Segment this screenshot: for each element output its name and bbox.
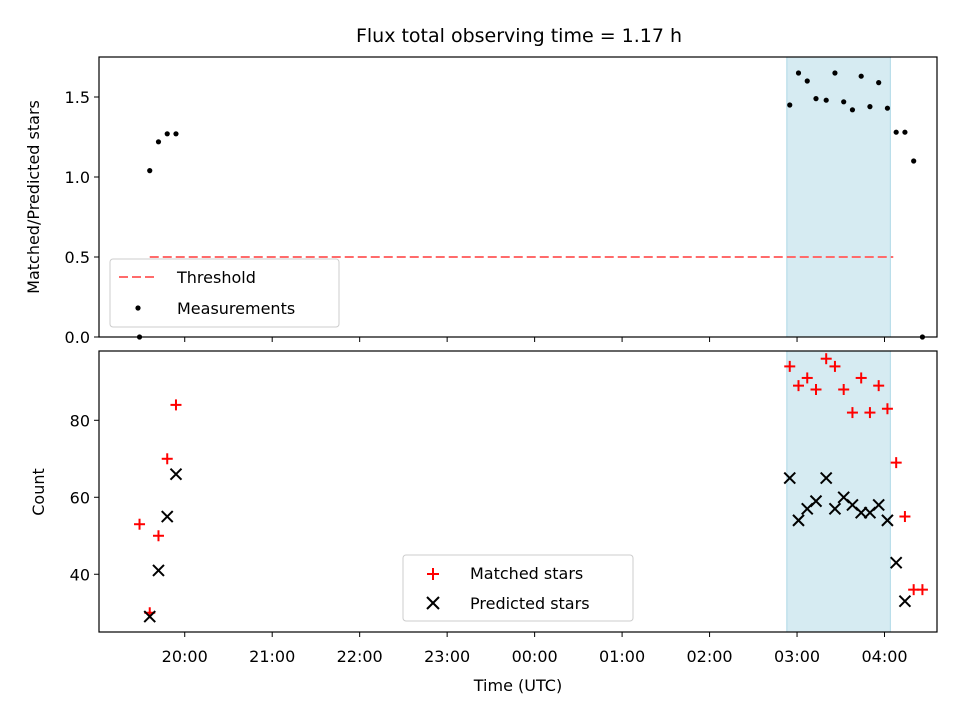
legend-matched-swatch xyxy=(427,568,439,580)
predicted-star-point xyxy=(152,564,165,577)
legend-threshold-label: Threshold xyxy=(176,268,256,287)
matched-star-point xyxy=(161,453,173,465)
x-axis-label: Time (UTC) xyxy=(473,676,562,695)
bottom-plot-frame xyxy=(98,350,938,633)
top-legend-box xyxy=(109,258,340,328)
predicted-star-point xyxy=(809,494,823,508)
measurement-point xyxy=(893,129,899,135)
xtick-label: 22:00 xyxy=(337,647,383,666)
predicted-star-point xyxy=(819,471,833,485)
top-ytick-label: 1.5 xyxy=(65,88,90,107)
measurement-point xyxy=(867,104,873,110)
measurement-point xyxy=(876,80,882,86)
measurement-point xyxy=(173,131,179,137)
top-ytick-label: 0.5 xyxy=(65,248,90,267)
predicted-star-point xyxy=(828,502,842,516)
matched-star-point xyxy=(810,383,822,395)
bottom-y-axis-label: Count xyxy=(29,468,48,516)
predicted-star-point xyxy=(792,514,805,527)
matched-star-point xyxy=(873,380,885,392)
legend-measurements-swatch xyxy=(135,305,141,311)
measurement-point xyxy=(155,139,162,145)
bottom-legend-box xyxy=(402,554,634,622)
predicted-star-point xyxy=(161,510,174,523)
matched-star-point xyxy=(801,372,813,384)
matched-star-point xyxy=(838,383,850,395)
matched-star-point xyxy=(170,399,182,411)
matched-star-point xyxy=(134,518,146,530)
measurement-point xyxy=(832,70,838,76)
top-legend: Threshold Measurements xyxy=(109,258,340,328)
measurement-point xyxy=(813,96,819,102)
matched-star-point xyxy=(864,407,876,419)
matched-star-point xyxy=(820,353,832,365)
xtick-label: 23:00 xyxy=(424,647,470,666)
bottom-ytick-label: 80 xyxy=(70,411,90,430)
matched-star-point xyxy=(152,530,164,542)
bottom-ytick-label: 40 xyxy=(70,565,90,584)
matched-star-point xyxy=(916,584,928,596)
measurement-point xyxy=(849,107,856,113)
matched-star-point xyxy=(899,511,911,523)
top-panel: 0.0 0.5 1.0 1.5 Matched/Predicted stars Thr… xyxy=(24,56,938,347)
measurement-point xyxy=(884,105,891,111)
top-y-axis-label: Matched/Predicted stars xyxy=(24,100,43,294)
top-x-ticks xyxy=(184,337,886,342)
measurement-point xyxy=(902,129,908,135)
xtick-label: 00:00 xyxy=(512,647,558,666)
measurement-point xyxy=(858,73,864,79)
matched-star-point xyxy=(881,403,893,415)
measurement-point xyxy=(795,70,802,76)
predicted-star-point xyxy=(872,498,885,512)
top-y-ticks: 0.0 0.5 1.0 1.5 xyxy=(65,88,99,347)
xtick-label: 20:00 xyxy=(162,647,208,666)
measurement-point xyxy=(147,168,153,174)
bottom-y-ticks: 40 60 80 xyxy=(70,411,99,584)
bottom-panel: 40 60 80 20:00 21:00 22:00 23:00 00:00 01:00 02:… xyxy=(29,350,938,695)
top-highlight-span xyxy=(786,56,891,338)
xtick-label: 01:00 xyxy=(599,647,645,666)
bottom-legend: Matched stars Predicted stars xyxy=(402,554,634,622)
top-plot-frame xyxy=(98,56,938,338)
measurement-point xyxy=(841,99,847,105)
measurement-points xyxy=(136,70,926,340)
legend-predicted-label: Predicted stars xyxy=(470,594,590,613)
predicted-star-point xyxy=(783,471,796,485)
legend-matched-label: Matched stars xyxy=(470,564,583,583)
legend-predicted-swatch xyxy=(426,596,440,610)
xtick-label: 04:00 xyxy=(861,647,907,666)
bottom-ytick-label: 60 xyxy=(70,488,90,507)
matched-star-point xyxy=(855,372,867,384)
predicted-star-point xyxy=(898,594,912,608)
xtick-label: 21:00 xyxy=(249,647,295,666)
matched-star-point xyxy=(890,457,902,469)
xtick-label: 03:00 xyxy=(774,647,820,666)
matched-star-point xyxy=(792,380,804,392)
measurement-point xyxy=(823,97,829,103)
count-points xyxy=(134,353,928,623)
legend-measurements-label: Measurements xyxy=(177,299,295,318)
xtick-label: 02:00 xyxy=(687,647,733,666)
predicted-star-point xyxy=(143,610,156,623)
top-ytick-label: 0.0 xyxy=(65,328,90,347)
bottom-x-ticks: 20:00 21:00 22:00 23:00 00:00 01:00 02:00 03:00… xyxy=(162,632,908,666)
measurement-point xyxy=(911,158,917,164)
top-ytick-label: 1.0 xyxy=(65,168,90,187)
matched-star-point xyxy=(846,407,858,419)
matched-star-point xyxy=(784,360,796,372)
measurement-point xyxy=(787,102,793,108)
observing-window-top xyxy=(786,56,891,338)
measurement-point xyxy=(164,131,170,137)
measurement-point xyxy=(804,78,810,84)
chart-title: Flux total observing time = 1.17 h xyxy=(356,25,682,47)
predicted-star-point xyxy=(889,556,903,569)
predicted-star-point xyxy=(881,514,894,527)
matched-star-point xyxy=(829,360,841,372)
predicted-star-point xyxy=(169,467,183,481)
